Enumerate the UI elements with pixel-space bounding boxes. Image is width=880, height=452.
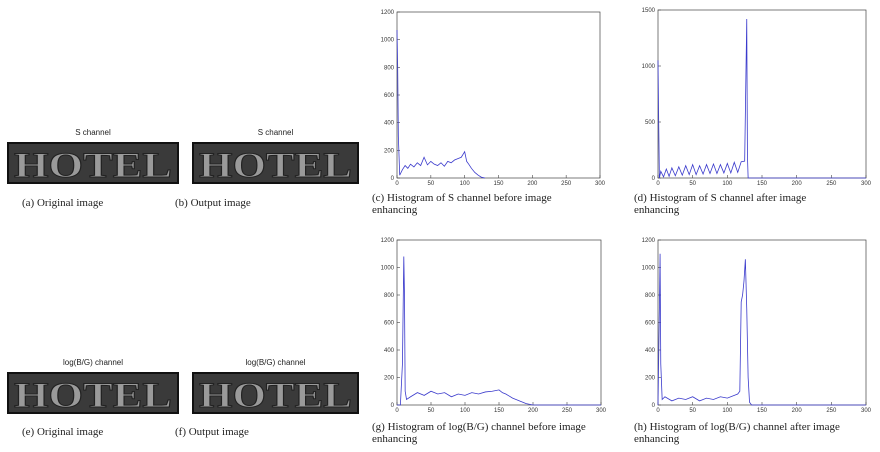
y-tick-label: 800 [384,293,395,299]
x-tick-label: 300 [861,408,872,414]
y-tick-label: 1200 [642,238,656,244]
y-tick-label: 600 [384,93,395,99]
y-tick-label: 0 [652,176,656,182]
x-tick-label: 50 [689,181,696,187]
image-word: HOTEL [14,375,172,415]
x-tick-label: 100 [460,181,471,187]
x-tick-label: 200 [792,408,803,414]
x-tick-label: 150 [493,181,504,187]
x-tick-label: 100 [722,408,733,414]
figure-canvas: S channel HOTEL S channel HOTEL log(B/G) cha… [0,0,880,452]
y-tick-label: 600 [384,321,395,327]
caption: (d) Histogram of S channel after image e… [634,192,849,216]
y-tick-label: 400 [645,348,656,354]
y-tick-label: 800 [384,65,395,71]
x-tick-label: 250 [562,408,573,414]
y-tick-label: 0 [391,403,395,409]
y-tick-label: 200 [645,376,656,382]
x-tick-label: 0 [656,408,660,414]
y-tick-label: 200 [384,148,395,154]
x-tick-label: 150 [494,408,505,414]
caption: (h) Histogram of log(B/G) channel after … [634,421,849,445]
y-tick-label: 0 [391,176,395,182]
plot-frame [658,10,866,178]
y-tick-label: 1000 [381,38,395,44]
plot-frame [658,240,866,405]
x-tick-label: 100 [722,181,733,187]
y-tick-label: 1000 [642,266,656,272]
y-tick-label: 1000 [642,64,656,70]
image-word: HOTEL [199,375,352,415]
image-title: log(B/G) channel [245,358,305,367]
y-tick-label: 600 [645,321,656,327]
x-tick-label: 0 [395,181,399,187]
plot-frame [397,12,600,178]
x-tick-label: 150 [757,408,768,414]
x-tick-label: 300 [596,408,607,414]
image-word: HOTEL [14,145,172,185]
y-tick-label: 800 [645,293,656,299]
image-title: log(B/G) channel [63,358,123,367]
image-title: S channel [75,128,111,137]
x-tick-label: 0 [656,181,660,187]
caption: (a) Original image [22,197,172,209]
x-tick-label: 50 [428,408,435,414]
caption: (g) Histogram of log(B/G) channel before… [372,421,587,445]
y-tick-label: 1500 [642,8,656,14]
x-tick-label: 200 [792,181,803,187]
image-title: S channel [258,128,294,137]
x-tick-label: 250 [826,181,837,187]
y-tick-label: 400 [384,121,395,127]
y-tick-label: 1200 [381,238,395,244]
x-tick-label: 50 [689,408,696,414]
caption: (e) Original image [22,426,172,438]
plot-frame [397,240,601,405]
x-tick-label: 250 [561,181,572,187]
figure: S channel HOTEL S channel HOTEL log(B/G) cha… [0,0,880,452]
x-tick-label: 200 [527,181,538,187]
x-tick-label: 200 [528,408,539,414]
y-tick-label: 0 [652,403,656,409]
y-tick-label: 1000 [381,266,395,272]
x-tick-label: 0 [395,408,399,414]
x-tick-label: 100 [460,408,471,414]
x-tick-label: 150 [757,181,768,187]
image-word: HOTEL [199,145,352,185]
x-tick-label: 300 [595,181,606,187]
x-tick-label: 250 [826,408,837,414]
x-tick-label: 300 [861,181,872,187]
caption: (b) Output image [175,197,325,209]
caption: (c) Histogram of S channel before image … [372,192,587,216]
caption: (f) Output image [175,426,325,438]
y-tick-label: 500 [645,120,656,126]
x-tick-label: 50 [427,181,434,187]
y-tick-label: 200 [384,376,395,382]
y-tick-label: 400 [384,348,395,354]
y-tick-label: 1200 [381,10,395,16]
